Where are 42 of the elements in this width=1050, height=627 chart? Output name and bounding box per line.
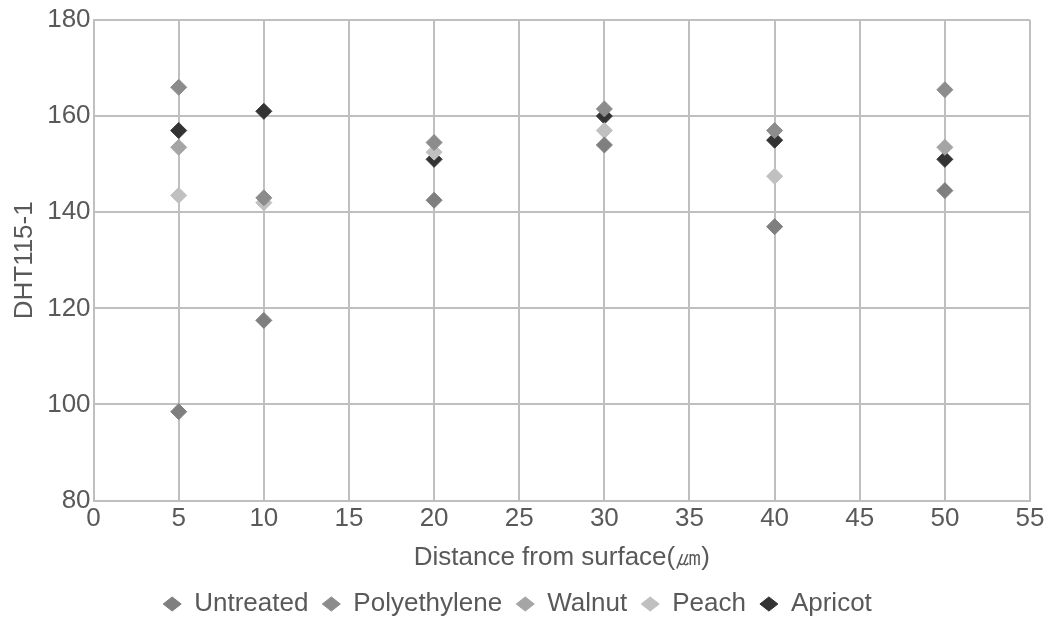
point	[425, 134, 443, 152]
x-tick-label: 55	[1015, 502, 1045, 533]
y-tick-label: 120	[47, 291, 91, 322]
y-tick-label: 100	[47, 387, 91, 418]
point	[766, 122, 784, 140]
x-tick-label: 35	[675, 502, 704, 533]
point	[595, 122, 613, 140]
legend-label: Peach	[672, 587, 746, 618]
y-tick-label: 140	[47, 195, 91, 226]
point	[170, 122, 188, 140]
point	[170, 138, 188, 156]
x-tick-label: 15	[334, 502, 364, 533]
legend-label: Apricot	[790, 587, 873, 618]
x-tick-label: 25	[504, 502, 534, 533]
x-tick-label: 5	[171, 502, 186, 533]
point	[766, 167, 784, 185]
y-axis-title: DHT115-1	[7, 201, 38, 320]
point	[255, 189, 273, 207]
x-tick-label: 20	[419, 502, 449, 533]
x-tick-label: 45	[845, 502, 875, 533]
point	[595, 136, 613, 154]
point	[936, 81, 954, 99]
x-tick-label: 30	[589, 502, 619, 533]
point	[255, 311, 273, 329]
point	[170, 78, 188, 96]
point	[595, 100, 613, 118]
point	[936, 182, 954, 200]
x-tick-label: 40	[760, 502, 790, 533]
x-axis-title: Distance from surface(㎛)	[413, 540, 710, 571]
point	[170, 186, 188, 204]
x-tick-label: 10	[249, 502, 279, 533]
x-tick-label: 50	[930, 502, 960, 533]
y-tick-label: 160	[47, 99, 91, 130]
point	[425, 191, 443, 209]
legend-label: Untreated	[194, 587, 309, 618]
point	[170, 403, 188, 421]
point	[255, 102, 273, 120]
legend-label: Polyethylene	[353, 587, 503, 618]
legend-label: Walnut	[547, 587, 628, 618]
point	[936, 138, 954, 156]
point	[766, 218, 784, 236]
y-tick-label: 180	[47, 3, 91, 34]
